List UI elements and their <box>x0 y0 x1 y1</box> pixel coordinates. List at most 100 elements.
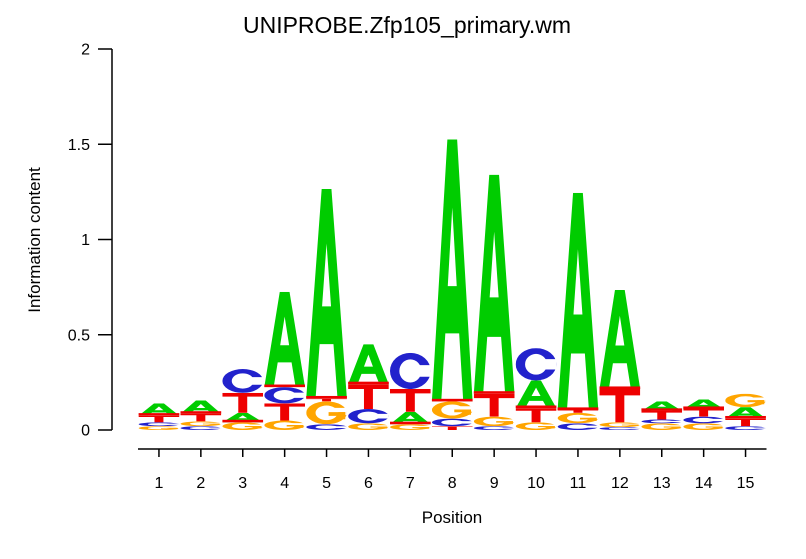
logo-letter-T-pos-4 <box>264 403 305 421</box>
logo-letter-G-pos-5 <box>306 401 347 425</box>
letter-a-baseline-bar <box>348 381 389 385</box>
logo-letter-T-pos-14 <box>683 409 724 417</box>
logo-letter-C-pos-13 <box>641 419 683 424</box>
logo-letter-C-pos-15 <box>725 426 766 431</box>
logo-stacks <box>138 139 766 431</box>
letter-a-baseline-bar <box>473 391 515 394</box>
letter-a-baseline-bar <box>683 406 724 410</box>
logo-letter-A-pos-4 <box>264 291 305 388</box>
x-tick-label: 3 <box>238 475 247 492</box>
logo-letter-G-pos-2 <box>180 421 222 427</box>
logo-letter-A-pos-11 <box>557 192 599 410</box>
letter-a-baseline-bar <box>557 407 599 410</box>
letter-a-baseline-bar <box>180 411 222 414</box>
letter-a-baseline-bar <box>515 405 557 409</box>
logo-letter-A-pos-7 <box>390 411 431 425</box>
logo-letter-T-pos-6 <box>348 384 389 410</box>
x-tick-label: 1 <box>154 475 163 492</box>
x-tick-label: 15 <box>737 475 755 492</box>
y-tick-label: 1.5 <box>68 137 90 154</box>
logo-letter-T-pos-3 <box>222 392 264 413</box>
letter-a-baseline-bar <box>306 395 347 399</box>
logo-letter-C-pos-2 <box>180 426 222 430</box>
x-tick-label: 6 <box>364 475 373 492</box>
logo-letter-G-pos-9 <box>473 416 515 427</box>
logo-letter-C-pos-10 <box>515 348 557 381</box>
x-tick-label: 7 <box>406 475 415 492</box>
logo-letter-G-pos-6 <box>348 423 389 430</box>
logo-letter-T-pos-8 <box>431 426 473 431</box>
logo-letter-T-pos-5 <box>306 398 347 402</box>
x-axis: 1 2 3 4 5 6 7 8 9 10 11 12 13 14 15 <box>138 448 767 492</box>
logo-letter-G-pos-14 <box>683 423 724 430</box>
logo-letter-C-pos-4 <box>264 387 305 404</box>
x-tick-label: 4 <box>280 475 289 492</box>
logo-letter-G-pos-15 <box>725 393 766 408</box>
letter-a-baseline-bar <box>725 415 766 419</box>
x-tick-label: 12 <box>611 475 629 492</box>
logo-letter-A-pos-8 <box>431 139 473 402</box>
logo-letter-A-pos-5 <box>306 189 347 399</box>
x-tick-label: 5 <box>322 475 331 492</box>
logo-letter-A-pos-1 <box>138 403 180 416</box>
y-tick-label: 2 <box>81 42 90 59</box>
logo-letter-G-pos-8 <box>431 401 473 419</box>
logo-letter-C-pos-8 <box>431 418 473 427</box>
letter-a-baseline-bar <box>138 413 180 416</box>
logo-letter-T-pos-2 <box>180 413 222 422</box>
x-tick-label: 11 <box>570 475 587 492</box>
logo-letter-C-pos-3 <box>222 369 264 393</box>
logo-letter-G-pos-11 <box>557 412 599 424</box>
logo-letter-T-pos-10 <box>515 408 557 423</box>
logo-letter-G-pos-4 <box>264 420 305 431</box>
logo-letter-C-pos-12 <box>599 427 641 430</box>
logo-letter-G-pos-12 <box>599 422 641 428</box>
logo-letter-T-pos-15 <box>725 418 766 427</box>
logo-letter-A-pos-2 <box>180 400 222 414</box>
logo-letter-A-pos-10 <box>515 380 557 409</box>
logo-letter-C-pos-9 <box>473 426 515 431</box>
logo-letter-C-pos-7 <box>390 352 431 390</box>
logo-letter-A-pos-15 <box>725 407 766 419</box>
chart-title: UNIPROBE.Zfp105_primary.wm <box>243 12 571 38</box>
logo-letter-C-pos-5 <box>306 424 347 431</box>
logo-letter-G-pos-10 <box>515 422 557 431</box>
letter-a-baseline-bar <box>222 419 264 423</box>
x-tick-label: 10 <box>527 475 545 492</box>
y-axis-title: Information content <box>25 167 44 313</box>
logo-letter-G-pos-3 <box>222 422 264 431</box>
x-tick-label: 2 <box>196 475 205 492</box>
letter-a-baseline-bar <box>390 421 431 425</box>
logo-letter-C-pos-14 <box>683 416 724 424</box>
logo-letter-G-pos-13 <box>641 423 683 430</box>
logo-letter-A-pos-9 <box>473 174 515 394</box>
x-axis-title: Position <box>422 508 482 527</box>
y-tick-label: 0.5 <box>68 327 90 344</box>
logo-letter-T-pos-11 <box>557 409 599 413</box>
letter-a-baseline-bar <box>599 386 641 390</box>
logo-letter-T-pos-12 <box>599 389 641 423</box>
logo-letter-C-pos-11 <box>557 423 599 430</box>
letter-a-baseline-bar <box>431 398 473 402</box>
logo-letter-A-pos-12 <box>599 289 641 390</box>
letter-a-baseline-bar <box>264 384 305 388</box>
logo-letter-T-pos-7 <box>390 389 431 412</box>
letter-a-baseline-bar <box>641 408 683 411</box>
y-tick-label: 0 <box>81 423 90 440</box>
x-tick-label: 8 <box>448 475 457 492</box>
x-tick-label: 14 <box>695 475 713 492</box>
logo-letter-A-pos-6 <box>348 344 389 385</box>
logo-letter-T-pos-9 <box>473 393 515 417</box>
x-tick-label: 9 <box>490 475 499 492</box>
logo-letter-G-pos-7 <box>390 424 431 431</box>
logo-letter-C-pos-6 <box>348 409 389 424</box>
logo-letter-T-pos-13 <box>641 410 683 420</box>
logo-letter-C-pos-1 <box>138 422 180 427</box>
logo-letter-G-pos-1 <box>138 426 180 430</box>
logo-letter-T-pos-1 <box>138 415 180 423</box>
y-axis: 0 0.5 1 1.5 2 <box>68 42 113 440</box>
y-tick-label: 1 <box>81 232 90 249</box>
x-tick-label: 13 <box>653 475 671 492</box>
